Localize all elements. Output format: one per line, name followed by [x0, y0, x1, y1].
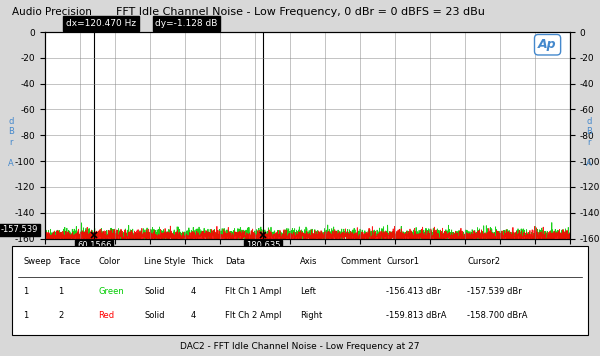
- X-axis label: Hz: Hz: [301, 260, 314, 270]
- Text: 1: 1: [23, 310, 29, 320]
- Text: FFT Idle Channel Noise - Low Frequency, 0 dBr = 0 dBFS = 23 dBu: FFT Idle Channel Noise - Low Frequency, …: [116, 7, 484, 17]
- Text: DAC2 - FFT Idle Channel Noise - Low Frequency at 27: DAC2 - FFT Idle Channel Noise - Low Freq…: [180, 342, 420, 351]
- Text: Ap: Ap: [538, 38, 557, 51]
- Text: 60.1566: 60.1566: [77, 241, 112, 250]
- Text: Left: Left: [300, 287, 316, 297]
- Text: -156.413 dBr: -156.413 dBr: [386, 287, 441, 297]
- Text: dx=120.470 Hz: dx=120.470 Hz: [66, 19, 136, 28]
- Text: Right: Right: [300, 310, 322, 320]
- Text: Solid: Solid: [145, 287, 165, 297]
- Text: Green: Green: [98, 287, 124, 297]
- Text: d
B
r
 
A: d B r A: [8, 117, 14, 168]
- Text: -159.813 dBrA: -159.813 dBrA: [386, 310, 447, 320]
- FancyBboxPatch shape: [12, 246, 588, 335]
- Text: Thick: Thick: [191, 257, 213, 266]
- Text: Trace: Trace: [58, 257, 80, 266]
- Text: Flt Ch 1 Ampl: Flt Ch 1 Ampl: [225, 287, 281, 297]
- Text: 180.635: 180.635: [245, 241, 280, 250]
- Text: Flt Ch 2 Ampl: Flt Ch 2 Ampl: [225, 310, 281, 320]
- Text: -158.700 dBrA: -158.700 dBrA: [467, 310, 527, 320]
- Text: d
B
r
 
A: d B r A: [586, 117, 592, 168]
- Text: 2: 2: [58, 310, 64, 320]
- Text: -157.539: -157.539: [1, 225, 38, 234]
- Text: Axis: Axis: [300, 257, 317, 266]
- Text: 1: 1: [23, 287, 29, 297]
- Text: Sweep: Sweep: [23, 257, 52, 266]
- Text: 1: 1: [58, 287, 64, 297]
- Text: Data: Data: [225, 257, 245, 266]
- Text: Cursor1: Cursor1: [386, 257, 419, 266]
- Text: Red: Red: [98, 310, 115, 320]
- Text: Line Style: Line Style: [145, 257, 186, 266]
- Text: Color: Color: [98, 257, 121, 266]
- Text: 4: 4: [191, 287, 196, 297]
- Text: Cursor2: Cursor2: [467, 257, 500, 266]
- Text: dy=-1.128 dB: dy=-1.128 dB: [155, 19, 218, 28]
- Text: 4: 4: [191, 310, 196, 320]
- Text: -157.539 dBr: -157.539 dBr: [467, 287, 522, 297]
- Text: Audio Precision: Audio Precision: [12, 7, 92, 17]
- Text: Solid: Solid: [145, 310, 165, 320]
- Text: Comment: Comment: [340, 257, 382, 266]
